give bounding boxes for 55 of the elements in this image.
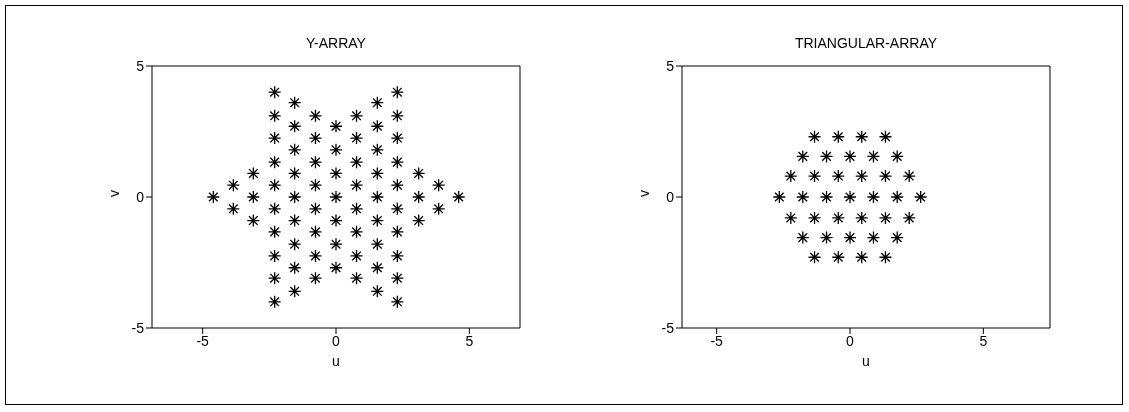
point [843, 190, 857, 204]
x-tick-label: 0 [332, 332, 341, 349]
y-tick-label: -5 [131, 319, 145, 336]
y-tick-label: 0 [666, 188, 675, 205]
point [807, 211, 822, 225]
point [796, 190, 810, 204]
point [914, 190, 928, 204]
point [819, 230, 834, 245]
point [831, 250, 845, 264]
point [831, 130, 845, 144]
chart-title: Y-ARRAY [305, 35, 367, 51]
point [878, 130, 893, 144]
x-tick-label: -5 [710, 332, 724, 349]
point [843, 149, 857, 164]
point [878, 169, 893, 183]
x-tick-label: 5 [465, 332, 474, 349]
point [807, 130, 822, 144]
y-tick-label: 5 [666, 57, 675, 74]
point [796, 230, 810, 245]
point [866, 149, 881, 164]
point [819, 149, 834, 164]
x-axis-title: u [332, 353, 340, 369]
point [807, 169, 822, 183]
y-axis-title: v [635, 190, 652, 197]
y-tick-label: 5 [136, 57, 145, 74]
point [902, 169, 916, 183]
x-tick-label: -5 [196, 332, 210, 349]
point [831, 211, 845, 225]
y-axis-title: v [105, 190, 122, 197]
point [890, 190, 904, 204]
chart-title: TRIANGULAR-ARRAY [793, 35, 939, 51]
point [855, 169, 869, 183]
point [784, 169, 798, 183]
point [855, 250, 869, 264]
point [784, 211, 798, 225]
point [843, 230, 857, 245]
x-tick-label: 0 [846, 332, 855, 349]
y-tick-label: -5 [661, 319, 675, 336]
point [855, 130, 869, 144]
point [866, 230, 881, 245]
point [807, 250, 822, 264]
point [878, 211, 893, 225]
point [831, 169, 845, 183]
point [890, 149, 904, 164]
x-tick-label: 5 [979, 332, 988, 349]
x-axis-title: u [862, 353, 870, 369]
point [772, 190, 786, 204]
point [855, 211, 869, 225]
y-tick-label: 0 [136, 188, 145, 205]
point [796, 149, 810, 164]
point [890, 230, 904, 245]
point [866, 190, 881, 204]
point [902, 211, 916, 225]
point [819, 190, 834, 204]
point [878, 250, 893, 264]
